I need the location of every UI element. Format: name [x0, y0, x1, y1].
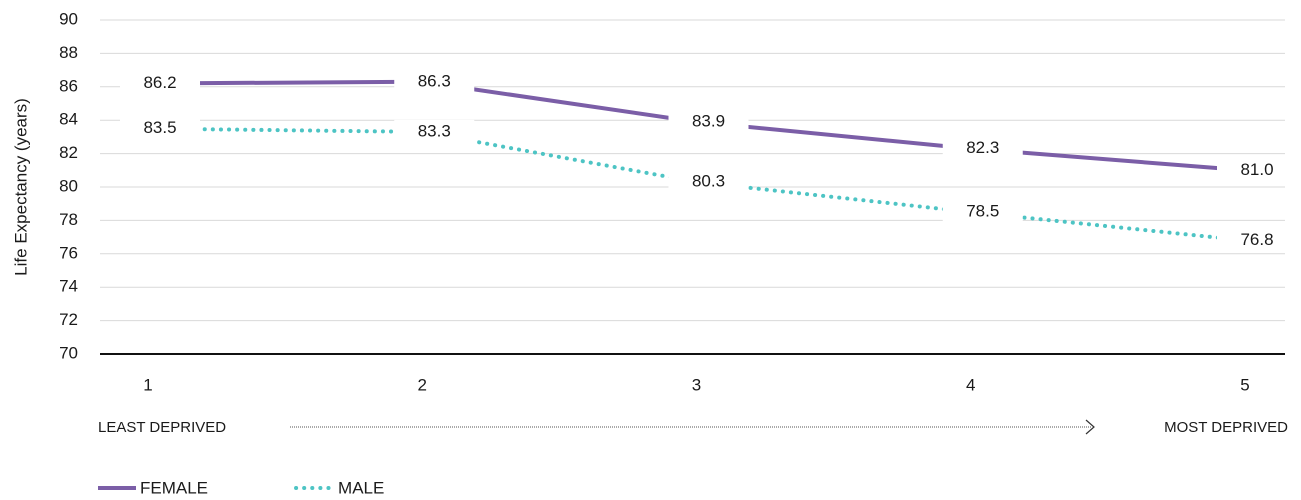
- data-label: 86.3: [418, 71, 451, 90]
- data-label: 83.5: [143, 118, 176, 137]
- x-tick-label: 4: [966, 375, 975, 394]
- label-bg: [120, 71, 200, 96]
- y-axis-label: Life Expectancy (years): [11, 98, 30, 276]
- label-bg: [120, 116, 200, 141]
- arrow-head: [1085, 419, 1095, 435]
- label-bg: [668, 109, 749, 134]
- data-label: 86.2: [143, 73, 176, 92]
- x-tick-label: 2: [418, 375, 427, 394]
- x-tick-label: 1: [143, 375, 152, 394]
- y-tick-label: 74: [59, 277, 78, 296]
- data-label: 81.0: [1240, 160, 1273, 179]
- label-bg: [1217, 228, 1297, 253]
- y-tick-label: 78: [59, 210, 78, 229]
- y-tick-label: 76: [59, 243, 78, 262]
- y-tick-label: 82: [59, 143, 78, 162]
- data-label: 78.5: [966, 202, 999, 221]
- y-tick-label: 72: [59, 310, 78, 329]
- y-tick-label: 80: [59, 176, 78, 195]
- annotation: MOST DEPRIVED: [1164, 419, 1288, 436]
- label-bg: [942, 136, 1023, 161]
- x-tick-label: 3: [692, 375, 701, 394]
- data-label: 83.9: [692, 111, 725, 130]
- y-tick-label: 86: [59, 76, 78, 95]
- data-label: 82.3: [966, 138, 999, 157]
- data-label: 80.3: [692, 171, 725, 190]
- data-label: 76.8: [1240, 230, 1273, 249]
- label-bg: [668, 169, 749, 194]
- legend-label: MALE: [338, 478, 384, 497]
- label-bg: [394, 119, 475, 144]
- y-tick-label: 70: [59, 343, 78, 362]
- annotation: LEAST DEPRIVED: [98, 419, 226, 436]
- data-label: 83.3: [418, 121, 451, 140]
- legend-label: FEMALE: [140, 478, 208, 497]
- label-bg: [942, 200, 1023, 225]
- label-bg: [394, 69, 475, 94]
- label-bg: [1217, 158, 1297, 183]
- y-tick-label: 88: [59, 43, 78, 62]
- y-tick-label: 90: [59, 9, 78, 28]
- x-tick-label: 5: [1240, 375, 1249, 394]
- y-tick-label: 84: [59, 110, 78, 129]
